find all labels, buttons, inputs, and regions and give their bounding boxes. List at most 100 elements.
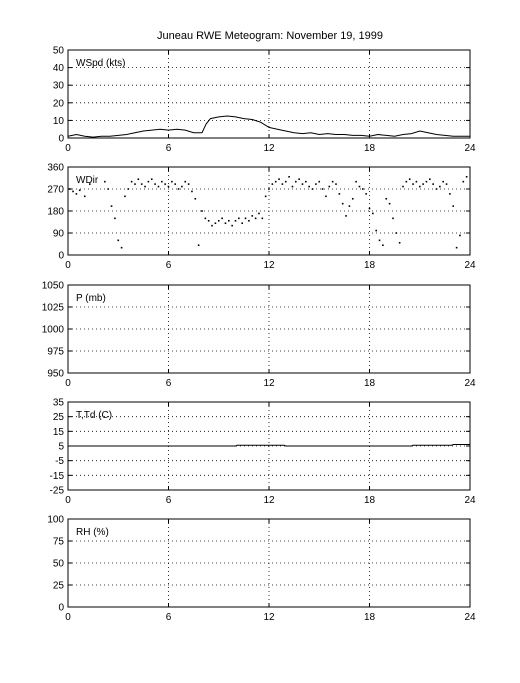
wdir-panel-label: WDir: [76, 175, 99, 186]
wdir-point-17: [140, 183, 143, 185]
wdir-point-83: [362, 188, 364, 190]
wdir-point-94: [398, 241, 401, 244]
wdir-point-2: [75, 193, 78, 195]
wdir-point-78: [345, 215, 347, 217]
wdir-point-108: [445, 183, 448, 185]
wdir-point-73: [328, 185, 331, 188]
wdir-point-64: [298, 178, 300, 181]
wdir-point-58: [278, 178, 280, 181]
wdir-point-66: [305, 180, 307, 183]
wdir-xtick-label-0: 0: [65, 260, 71, 271]
pres-xtick-label-4: 24: [464, 378, 476, 389]
wspd-series-line-0: [67, 115, 470, 138]
wdir-point-81: [355, 180, 357, 183]
wdir-point-40: [217, 219, 220, 222]
wdir-point-82: [358, 185, 361, 188]
wdir-point-11: [120, 246, 123, 249]
ttd-ytick-label-1: -15: [50, 471, 65, 482]
wdir-point-15: [134, 183, 136, 185]
wdir-point-74: [331, 180, 334, 183]
rh-ytick-label-3: 75: [53, 537, 65, 548]
wdir-point-21: [154, 183, 156, 185]
wdir-point-46: [238, 217, 240, 220]
wdir-point-112: [459, 234, 461, 237]
wdir-point-76: [338, 193, 341, 195]
wdir-point-28: [177, 188, 180, 190]
wdir-point-107: [442, 180, 444, 183]
wdir-point-99: [415, 180, 418, 183]
ttd-xtick-label-1: 6: [166, 495, 172, 506]
wspd-xtick-label-1: 6: [166, 143, 172, 154]
wdir-point-87: [375, 229, 377, 232]
wdir-point-97: [408, 178, 411, 181]
wdir-xtick-label-1: 6: [166, 260, 172, 271]
wdir-point-100: [418, 185, 421, 188]
wdir-point-33: [194, 197, 197, 200]
wdir-point-47: [241, 222, 243, 225]
ttd-xtick-label-4: 24: [464, 495, 476, 506]
wdir-point-3: [78, 189, 81, 192]
wdir-point-72: [325, 195, 327, 198]
ttd-xtick-label-2: 12: [263, 495, 275, 506]
wdir-point-104: [432, 183, 434, 185]
wdir-point-35: [201, 210, 203, 212]
wdir-point-55: [268, 188, 270, 190]
pres-xtick-label-0: 0: [65, 378, 71, 389]
wspd-xtick-label-0: 0: [65, 143, 71, 154]
wdir-ytick-label-2: 180: [47, 207, 64, 218]
wdir-point-1: [72, 190, 74, 193]
wdir-point-27: [174, 183, 176, 185]
wdir-ytick-label-1: 90: [53, 229, 65, 240]
wdir-point-9: [114, 217, 116, 220]
wspd-ytick-label-5: 50: [53, 46, 65, 57]
wdir-point-90: [385, 197, 388, 200]
wdir-point-44: [231, 224, 233, 227]
wdir-point-37: [207, 219, 210, 222]
wdir-point-25: [167, 185, 170, 188]
wdir-point-20: [150, 178, 153, 181]
wdir-point-110: [452, 205, 455, 207]
wdir-point-98: [412, 183, 414, 185]
wdir-point-59: [281, 183, 284, 185]
ttd-ytick-label-4: 15: [53, 427, 65, 438]
wspd-xtick-label-2: 12: [263, 143, 275, 154]
wdir-point-92: [392, 217, 394, 220]
wdir-point-77: [341, 202, 344, 205]
wdir-point-50: [251, 215, 254, 217]
wdir-point-34: [197, 244, 200, 247]
wdir-point-70: [318, 180, 321, 183]
wdir-ytick-label-4: 360: [47, 163, 64, 174]
wspd-xtick-label-4: 24: [464, 143, 476, 154]
wdir-point-113: [462, 180, 465, 183]
ttd-xtick-label-3: 18: [364, 495, 376, 506]
wdir-point-103: [429, 178, 431, 181]
ttd-xtick-label-0: 0: [65, 495, 71, 506]
wdir-point-101: [422, 183, 424, 185]
wdir-point-10: [117, 239, 120, 242]
wdir-point-60: [284, 180, 287, 183]
wdir-point-65: [301, 183, 304, 185]
wdir-point-95: [402, 185, 404, 188]
ttd-ytick-label-2: -5: [55, 456, 64, 467]
rh-xtick-label-3: 18: [364, 612, 376, 623]
wdir-point-26: [171, 180, 173, 183]
wdir-point-54: [264, 195, 267, 198]
wdir-point-56: [271, 183, 274, 185]
pres-xtick-label-2: 12: [263, 378, 275, 389]
pres-ytick-label-2: 1000: [42, 325, 65, 336]
wdir-point-19: [147, 180, 150, 183]
wdir-point-93: [395, 232, 398, 234]
wdir-point-62: [291, 185, 294, 188]
wdir-point-6: [104, 180, 106, 183]
wdir-point-105: [435, 188, 438, 190]
pres-ytick-label-0: 950: [47, 369, 64, 380]
rh-ytick-label-0: 0: [58, 603, 64, 614]
wspd-ytick-label-2: 20: [53, 98, 65, 109]
pres-xtick-label-1: 6: [166, 378, 172, 389]
wdir-point-75: [335, 183, 337, 185]
wdir-point-89: [382, 244, 384, 247]
ttd-ytick-label-3: 5: [58, 442, 64, 453]
wdir-point-36: [204, 217, 207, 220]
wdir-point-23: [161, 180, 163, 183]
